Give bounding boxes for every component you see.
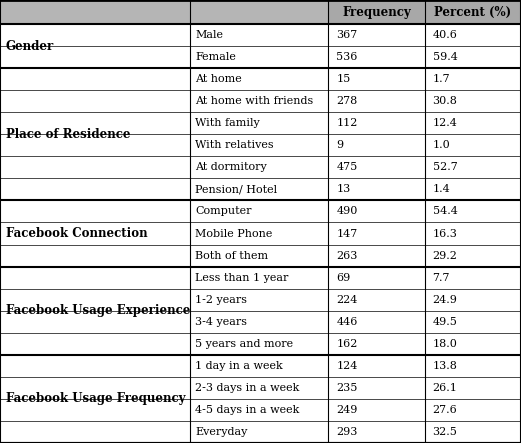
Text: 112: 112 xyxy=(336,118,357,128)
Text: 1-2 years: 1-2 years xyxy=(195,295,247,305)
Text: 536: 536 xyxy=(336,52,357,62)
Text: 367: 367 xyxy=(336,30,357,40)
Text: 29.2: 29.2 xyxy=(432,251,457,260)
Text: Percent (%): Percent (%) xyxy=(434,5,512,19)
Text: 52.7: 52.7 xyxy=(432,162,457,172)
Text: 18.0: 18.0 xyxy=(432,339,457,349)
Bar xyxy=(0,0,190,24)
Text: 293: 293 xyxy=(336,427,357,437)
Text: 278: 278 xyxy=(336,96,357,106)
Text: With relatives: With relatives xyxy=(195,140,274,150)
Text: 3-4 years: 3-4 years xyxy=(195,317,247,326)
Text: 13: 13 xyxy=(336,184,351,194)
Text: 27.6: 27.6 xyxy=(432,405,457,415)
Text: 30.8: 30.8 xyxy=(432,96,457,106)
Text: 32.5: 32.5 xyxy=(432,427,457,437)
Text: Gender: Gender xyxy=(6,39,54,53)
Text: 249: 249 xyxy=(336,405,357,415)
Bar xyxy=(328,0,425,24)
Text: Female: Female xyxy=(195,52,236,62)
Text: 59.4: 59.4 xyxy=(432,52,457,62)
Text: At home: At home xyxy=(195,74,242,84)
Text: 1.4: 1.4 xyxy=(432,184,450,194)
Text: 224: 224 xyxy=(336,295,357,305)
Text: 147: 147 xyxy=(336,229,357,238)
Text: Computer: Computer xyxy=(195,206,252,217)
Text: 235: 235 xyxy=(336,383,357,393)
Text: Facebook Connection: Facebook Connection xyxy=(6,227,147,240)
Text: 15: 15 xyxy=(336,74,351,84)
Text: Pension/ Hotel: Pension/ Hotel xyxy=(195,184,277,194)
Text: 13.8: 13.8 xyxy=(432,361,457,371)
Text: At dormitory: At dormitory xyxy=(195,162,267,172)
Bar xyxy=(0,267,521,355)
Text: 40.6: 40.6 xyxy=(432,30,457,40)
Text: Male: Male xyxy=(195,30,223,40)
Text: 1.7: 1.7 xyxy=(432,74,450,84)
Text: 5 years and more: 5 years and more xyxy=(195,339,293,349)
Text: 2-3 days in a week: 2-3 days in a week xyxy=(195,383,300,393)
Text: 490: 490 xyxy=(336,206,357,217)
Text: Facebook Usage Frequency: Facebook Usage Frequency xyxy=(6,392,185,405)
Text: 7.7: 7.7 xyxy=(432,272,450,283)
Text: 4-5 days in a week: 4-5 days in a week xyxy=(195,405,300,415)
Bar xyxy=(0,355,521,443)
Text: 162: 162 xyxy=(336,339,357,349)
Text: Place of Residence: Place of Residence xyxy=(6,128,130,141)
Bar xyxy=(0,200,521,267)
Text: 12.4: 12.4 xyxy=(432,118,457,128)
Bar xyxy=(425,0,521,24)
Text: At home with friends: At home with friends xyxy=(195,96,314,106)
Text: 1 day in a week: 1 day in a week xyxy=(195,361,283,371)
Text: Facebook Usage Experience: Facebook Usage Experience xyxy=(6,304,190,317)
Text: Both of them: Both of them xyxy=(195,251,268,260)
Text: Everyday: Everyday xyxy=(195,427,247,437)
Text: 446: 446 xyxy=(336,317,357,326)
Text: Less than 1 year: Less than 1 year xyxy=(195,272,289,283)
Text: Mobile Phone: Mobile Phone xyxy=(195,229,272,238)
Text: 54.4: 54.4 xyxy=(432,206,457,217)
Text: 16.3: 16.3 xyxy=(432,229,457,238)
Bar xyxy=(190,0,328,24)
Bar xyxy=(0,68,521,200)
Text: 1.0: 1.0 xyxy=(432,140,450,150)
Text: 9: 9 xyxy=(336,140,343,150)
Bar xyxy=(0,24,521,68)
Text: 475: 475 xyxy=(336,162,357,172)
Text: 49.5: 49.5 xyxy=(432,317,457,326)
Text: 69: 69 xyxy=(336,272,351,283)
Text: With family: With family xyxy=(195,118,260,128)
Text: 26.1: 26.1 xyxy=(432,383,457,393)
Text: Frequency: Frequency xyxy=(342,5,411,19)
Text: 124: 124 xyxy=(336,361,357,371)
Text: 263: 263 xyxy=(336,251,357,260)
Text: 24.9: 24.9 xyxy=(432,295,457,305)
